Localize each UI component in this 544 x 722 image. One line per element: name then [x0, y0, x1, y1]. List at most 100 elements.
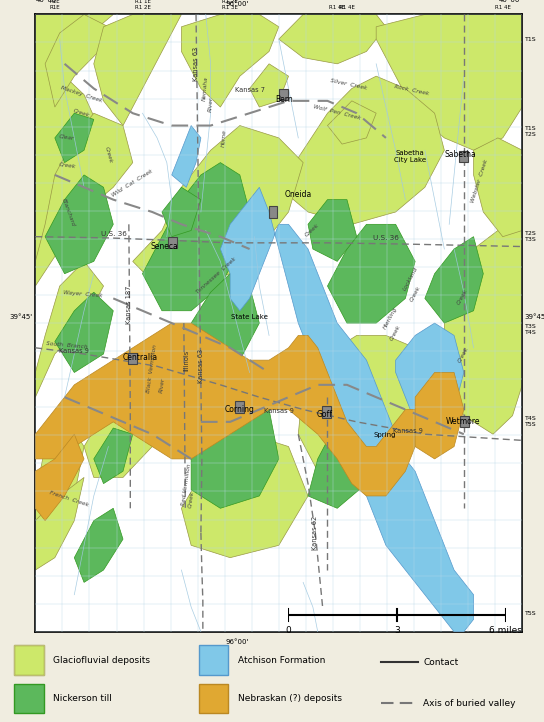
Polygon shape: [45, 175, 113, 274]
Text: Mackey  Creek: Mackey Creek: [60, 86, 103, 104]
Text: Sabetha: Sabetha: [444, 150, 476, 159]
Text: Kansas 7: Kansas 7: [234, 87, 264, 92]
Bar: [460, 417, 469, 427]
Polygon shape: [162, 187, 201, 237]
Text: Wolf  Pen  Creek: Wolf Pen Creek: [313, 104, 361, 121]
Bar: [460, 151, 468, 162]
Text: R1E
R1E: R1E R1E: [50, 0, 60, 9]
Text: 0: 0: [286, 626, 291, 635]
Polygon shape: [279, 14, 386, 64]
Text: T3S
T4S: T3S T4S: [524, 324, 536, 335]
Text: Corning: Corning: [225, 405, 255, 414]
Polygon shape: [133, 126, 303, 286]
Text: Kansas 63: Kansas 63: [193, 47, 199, 81]
Polygon shape: [473, 138, 522, 237]
Polygon shape: [35, 261, 103, 397]
Text: U.S. 36: U.S. 36: [101, 230, 127, 237]
Polygon shape: [298, 336, 435, 484]
Polygon shape: [181, 14, 279, 107]
Text: R1 2E
R1 3E: R1 2E R1 3E: [222, 0, 238, 9]
Text: Goff: Goff: [317, 410, 333, 419]
Text: Creek: Creek: [188, 490, 195, 508]
Polygon shape: [279, 77, 444, 225]
Text: Creek: Creek: [390, 324, 402, 342]
Text: T1S
T2S: T1S T2S: [524, 126, 536, 137]
Polygon shape: [376, 14, 522, 150]
Polygon shape: [308, 200, 357, 261]
Text: Wetmore: Wetmore: [446, 417, 480, 427]
Text: Webster  Creek: Webster Creek: [470, 159, 489, 204]
Text: Oneida: Oneida: [285, 190, 312, 199]
Text: T2S
T3S: T2S T3S: [524, 231, 536, 242]
Text: Spring: Spring: [374, 432, 396, 438]
Text: Nickerson till: Nickerson till: [53, 694, 112, 703]
Text: R1 4E: R1 4E: [339, 4, 355, 9]
Bar: [14, 684, 44, 713]
Polygon shape: [35, 477, 84, 570]
Text: Lockland: Lockland: [402, 266, 419, 292]
Text: Hierlling: Hierlling: [383, 306, 399, 330]
Text: T4S
T5S: T4S T5S: [524, 417, 536, 427]
Text: 39°45': 39°45': [524, 314, 544, 320]
Text: Blanchard: Blanchard: [61, 197, 76, 227]
Polygon shape: [444, 230, 522, 434]
Text: Creek: Creek: [104, 147, 113, 164]
Text: R1 4E: R1 4E: [329, 4, 345, 9]
Text: T5S: T5S: [524, 611, 536, 616]
Polygon shape: [220, 187, 473, 632]
Polygon shape: [35, 434, 84, 521]
Polygon shape: [143, 162, 250, 310]
Text: 6 miles: 6 miles: [490, 626, 522, 635]
Polygon shape: [35, 113, 133, 286]
Text: Kansas 9: Kansas 9: [393, 427, 423, 433]
Text: Creek: Creek: [456, 288, 469, 306]
Text: Contact: Contact: [423, 658, 459, 667]
Polygon shape: [172, 126, 201, 187]
Polygon shape: [45, 14, 108, 107]
Bar: [199, 684, 228, 713]
Text: Silver  Creek: Silver Creek: [330, 79, 368, 91]
Text: R1 4E: R1 4E: [495, 4, 511, 9]
Polygon shape: [191, 274, 259, 373]
Text: Tennessee  Creek: Tennessee Creek: [196, 256, 237, 295]
Text: Creek: Creek: [58, 162, 76, 170]
Polygon shape: [250, 64, 288, 107]
Text: Black  Vermillion: Black Vermillion: [146, 344, 158, 393]
Text: Clear: Clear: [59, 134, 75, 142]
Polygon shape: [181, 434, 308, 557]
Bar: [279, 89, 288, 100]
Text: Kansas 9: Kansas 9: [59, 348, 89, 354]
Text: Wild  Cat  Creek: Wild Cat Creek: [112, 169, 154, 199]
Bar: [128, 353, 137, 365]
Text: South  Branch: South Branch: [46, 341, 88, 349]
Text: Nebraskan (?) deposits: Nebraskan (?) deposits: [238, 694, 342, 703]
Text: French  Creek: French Creek: [48, 490, 89, 508]
Text: River: River: [158, 377, 165, 393]
Text: Creek: Creek: [458, 347, 470, 364]
Text: Glaciofluvial deposits: Glaciofluvial deposits: [53, 656, 150, 665]
Polygon shape: [327, 225, 415, 323]
Text: Kansas 63: Kansas 63: [198, 349, 204, 383]
Bar: [199, 645, 228, 675]
Text: 96°00': 96°00': [226, 1, 249, 7]
Text: Atchison Formation: Atchison Formation: [238, 656, 326, 665]
Polygon shape: [415, 373, 464, 459]
Polygon shape: [191, 397, 279, 508]
Bar: [236, 401, 244, 412]
Polygon shape: [327, 101, 376, 144]
Text: U.S. 36: U.S. 36: [373, 235, 399, 241]
Bar: [168, 238, 177, 248]
Text: Bern: Bern: [275, 95, 293, 104]
Text: Rock  Creek: Rock Creek: [393, 84, 429, 96]
Text: 3: 3: [394, 626, 400, 635]
Polygon shape: [35, 14, 113, 274]
Text: 40°00': 40°00': [499, 0, 522, 4]
Polygon shape: [35, 416, 84, 570]
Text: 40°00': 40°00': [35, 0, 59, 4]
Bar: [199, 684, 228, 713]
Polygon shape: [55, 292, 113, 373]
Polygon shape: [75, 508, 123, 583]
Text: Nemaha: Nemaha: [202, 76, 209, 101]
Bar: [199, 645, 228, 675]
Polygon shape: [308, 409, 376, 508]
